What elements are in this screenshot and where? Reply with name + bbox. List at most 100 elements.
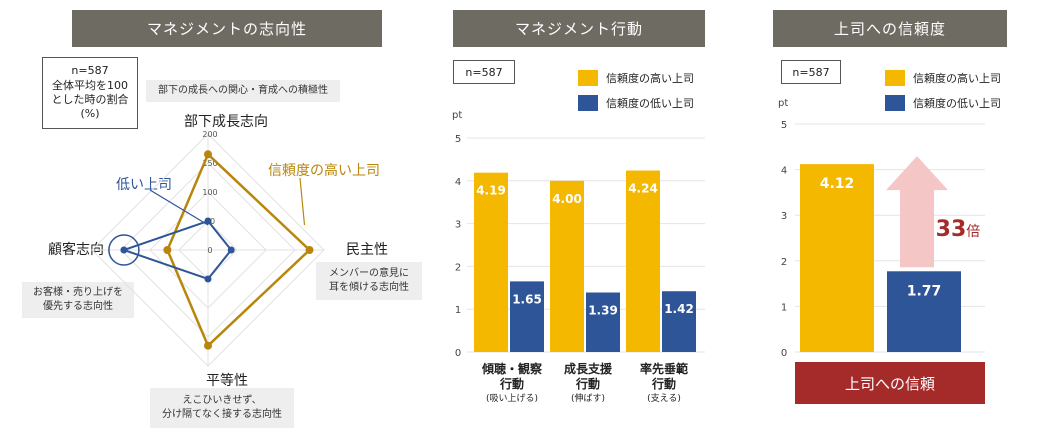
radar-grid-ring [149,191,267,309]
axis-label-customer: 顧客志向 [48,242,104,258]
legend-text: 信頼度の高い上司 [913,72,1001,85]
axis-note-equality: えこひいきせず、 分け隔てなく接する志向性 [150,388,294,428]
legend-low-behavior: 信頼度の低い上司 [578,95,694,111]
radar-point [163,246,172,254]
legend-swatch-low [578,95,598,111]
cat-line: 成長支援 [563,362,612,376]
radar-point [204,341,212,350]
bar [626,170,660,352]
y-tick-label: 2 [455,262,461,273]
axis-note-democracy: メンバーの意見に 耳を傾ける志向性 [316,262,422,300]
cat-sub: (支える) [647,394,681,404]
bar-value-label: 1.65 [512,292,542,306]
legend-text: 信頼度の高い上司 [606,72,694,85]
bar-value-label: 1.42 [664,302,694,316]
cat-line: 行動 [575,377,600,391]
legend-high-trust: 信頼度の高い上司 [885,70,1001,86]
y-tick-label: 1 [781,302,787,313]
y-tick-label: 3 [781,211,787,222]
y-tick-label: 0 [781,348,787,359]
radar-series-line [120,219,233,281]
radar-series-label-low: 低い上司 [116,177,172,193]
panel2-title: マネジメント行動 [453,10,705,47]
radar-series-label-high: 信頼度の高い上司 [268,163,380,179]
cat-line: 傾聴・観察 [481,362,542,376]
n-box-radar: n=587 全体平均を100 とした時の割合 (%) [42,57,138,129]
legend-text: 信頼度の低い上司 [606,97,694,110]
axis-note-growth: 部下の成長への関心・育成への積極性 [146,80,340,102]
bar [800,164,874,352]
bar [510,281,544,352]
bar [887,271,961,352]
n-box-line: (%) [80,107,100,121]
bar-value-label: 4.00 [552,192,582,206]
radar-highlight-circle [108,234,140,266]
category-label-listen: 傾聴・観察 行動 (吸い上げる) [468,362,556,405]
ratio-label: 2.33倍 [912,217,980,242]
category-label-lead: 率先垂範 行動 (支える) [620,362,708,405]
axis-note-customer: お客様・売り上げを 優先する志向性 [22,282,134,318]
legend-high-behavior: 信頼度の高い上司 [578,70,694,86]
axis-label-democracy: 民主性 [346,242,388,258]
legend-swatch-high [885,70,905,86]
category-label-growth: 成長支援 行動 (伸ばす) [544,362,632,405]
y-tick-label: 2 [781,257,787,268]
trust-category-bar: 上司への信頼 [795,362,985,404]
axis-label-growth: 部下成長志向 [184,114,268,130]
y-tick-label: 5 [781,120,787,131]
note-text: お客様・売り上げを [33,287,123,298]
radar-tick-label: 100 [202,188,217,197]
bar [474,172,508,352]
note-text: 耳を傾ける志向性 [329,282,409,293]
bar-value-label: 4.24 [628,182,658,196]
bar-value-label: 4.12 [820,176,855,192]
note-text: 部下の成長への関心・育成への積極性 [158,85,328,96]
cat-line: 率先垂範 [639,362,688,376]
legend-low-trust: 信頼度の低い上司 [885,95,1001,111]
note-text: 優先する志向性 [43,301,113,312]
y-tick-label: 1 [455,305,461,316]
bar [586,292,620,352]
radar-point [305,246,314,254]
note-text: メンバーの意見に [329,268,409,279]
radar-tick-label: 50 [205,217,215,226]
axis-label-equality: 平等性 [206,373,248,389]
cat-line: 行動 [499,377,524,391]
panel1-title: マネジメントの志向性 [72,10,382,47]
y-tick-label: 0 [455,348,461,359]
y-tick-label: 4 [781,166,787,177]
n-box-behavior: n=587 [453,60,515,84]
n-box-line: n=587 [71,64,109,78]
bar [550,180,584,352]
bar-value-label: 4.19 [476,184,506,198]
increase-arrow [886,156,948,268]
cat-sub: (吸い上げる) [485,394,539,404]
bar-value-label: 1.77 [907,283,942,299]
bar [662,291,696,352]
n-box-line: とした時の割合 [51,93,129,106]
y-tick-label: 5 [455,134,461,145]
radar-series-line [166,152,312,348]
radar-label-pointer [299,177,306,226]
y-tick-label: 4 [455,177,461,188]
radar-tick-label: 0 [207,246,212,255]
bar-value-label: 1.39 [588,304,618,318]
panel3-title: 上司への信頼度 [773,10,1007,47]
y-axis-unit: pt [452,110,462,121]
legend-swatch-low [885,95,905,111]
radar-point [204,275,212,283]
cat-sub: (伸ばす) [570,394,606,404]
radar-label-pointer [149,189,209,226]
legend-swatch-high [578,70,598,86]
radar-point [204,217,212,225]
note-text: 分け隔てなく接する志向性 [162,409,282,420]
y-tick-label: 3 [455,220,461,231]
n-box-trust: n=587 [781,60,841,84]
radar-grid-ring [178,220,238,280]
radar-point [120,246,128,254]
radar-tick-label: 200 [202,130,217,139]
radar-point [204,150,212,159]
ratio-value: 2.33 [912,217,967,242]
y-axis-unit: pt [778,98,788,109]
radar-tick-label: 150 [202,159,217,168]
